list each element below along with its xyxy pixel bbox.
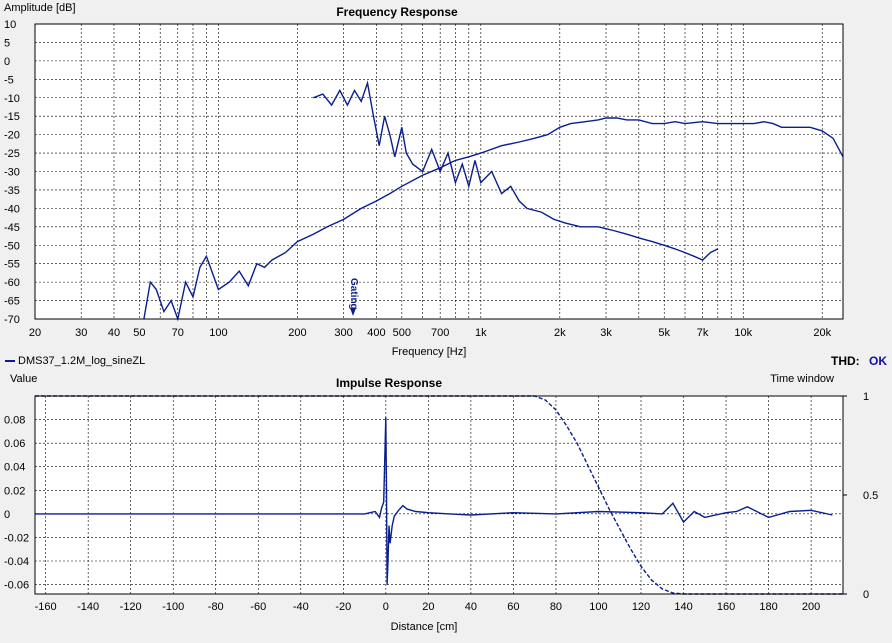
fr-y-tick-label: -70 <box>4 314 20 326</box>
ir-y-tick-label: 0 <box>4 509 10 521</box>
ir-x-tick-label: -60 <box>250 601 266 613</box>
ir-y-tick-label: -0.04 <box>4 556 29 568</box>
legend-item[interactable]: DMS37_1.2M_log_sineZL <box>5 355 145 367</box>
frequency-response-x-label: Frequency [Hz] <box>392 346 467 358</box>
impulse-response-y-label: Value <box>10 373 37 385</box>
ir-time-window-line <box>35 395 843 595</box>
ir-x-tick-label: 20 <box>422 601 434 613</box>
thd-label: THD: <box>830 354 860 368</box>
ir-x-tick-label: -100 <box>162 601 184 613</box>
fr-x-tick-label: 20 <box>29 327 41 339</box>
ir-x-tick-label: 40 <box>465 601 477 613</box>
ir-x-tick-label: -160 <box>35 601 57 613</box>
ir-x-tick-label: 0 <box>383 601 389 613</box>
fr-x-tick-label: 2k <box>554 327 566 339</box>
fr-x-tick-label: 1k <box>475 327 487 339</box>
fr-y-tick-label: -55 <box>4 259 20 271</box>
fr-x-tick-label: 7k <box>697 327 709 339</box>
fr-y-tick-label: -65 <box>4 296 20 308</box>
ir-y-tick-label: 0.08 <box>4 415 25 427</box>
fr-x-tick-label: 500 <box>393 327 411 339</box>
fr-x-tick-label: 10k <box>734 327 752 339</box>
thd-status: THD: OK <box>831 354 887 368</box>
frequency-response-chart: 1050-5-10-15-20-25-30-35-40-45-50-55-60-… <box>4 2 844 358</box>
ir-y-tick-label: 0.04 <box>4 462 25 474</box>
impulse-response-plot-area <box>35 396 843 594</box>
ir-impulse-line <box>35 417 833 585</box>
fr-y-tick-label: -40 <box>4 203 20 215</box>
fr-y-tick-label: -10 <box>4 93 20 105</box>
fr-x-tick-label: 40 <box>108 327 120 339</box>
frequency-response-plot-frame <box>34 23 844 320</box>
ir-y2-tick-label: 0.5 <box>863 490 878 502</box>
fr-x-tick-label: 100 <box>209 327 227 339</box>
frequency-response-curves <box>143 80 844 322</box>
fr-x-tick-label: 20k <box>813 327 831 339</box>
impulse-response-y2-label: Time window <box>770 373 834 385</box>
legend-series-label: DMS37_1.2M_log_sineZL <box>18 355 146 367</box>
fr-x-tick-label: 300 <box>334 327 352 339</box>
fr-x-tick-label: 3k <box>600 327 612 339</box>
fr-y-tick-label: -5 <box>4 74 14 86</box>
ir-x-tick-label: 200 <box>802 601 820 613</box>
gating-marker: Gating <box>348 278 359 316</box>
ir-x-tick-label: -140 <box>77 601 99 613</box>
ir-x-tick-label: 80 <box>550 601 562 613</box>
frequency-response-y-ticks: 10 5 0 -5 -10 -15 -20 -25 -30 -35 -40 -45 -50 -55 -60 -… <box>4 19 20 326</box>
fr-x-tick-label: 30 <box>75 327 87 339</box>
ir-y-tick-label: 0.06 <box>4 438 25 450</box>
legend-swatch <box>5 360 15 363</box>
fr-x-tick-label: 700 <box>431 327 449 339</box>
ir-x-tick-label: -120 <box>120 601 142 613</box>
ir-x-tick-label: 100 <box>589 601 607 613</box>
impulse-response-x-ticks: -160 -140 -120 -100 -80 -60 -40 -20 0 20 40 60 80 100… <box>35 601 821 613</box>
ir-x-tick-label: -40 <box>293 601 309 613</box>
fr-y-tick-label: 10 <box>4 19 16 31</box>
fr-y-tick-label: -60 <box>4 277 20 289</box>
fr-series-line-2 <box>313 80 719 261</box>
fr-y-tick-label: -35 <box>4 185 20 197</box>
gating-label: Gating <box>348 278 359 310</box>
fr-y-tick-label: -15 <box>4 111 20 123</box>
fr-y-tick-label: -45 <box>4 222 20 234</box>
ir-x-tick-label: 120 <box>632 601 650 613</box>
frequency-response-x-ticks: 20 30 40 50 70 100 200 300 400 500 700 1k 2k 3k 5k 7k 10… <box>29 327 832 339</box>
impulse-response-curves <box>35 395 843 595</box>
ir-y2-tick-label: 0 <box>863 589 869 601</box>
fr-x-tick-label: 50 <box>133 327 145 339</box>
impulse-response-grid <box>35 396 843 594</box>
ir-x-tick-label: -80 <box>208 601 224 613</box>
impulse-response-y2-ticks: 10.50 <box>843 391 878 601</box>
ir-x-tick-label: 60 <box>507 601 519 613</box>
impulse-response-title: Impulse Response <box>336 376 442 390</box>
ir-y-tick-label: -0.06 <box>4 580 29 592</box>
fr-y-tick-label: -30 <box>4 167 20 179</box>
ir-x-tick-label: 160 <box>717 601 735 613</box>
ir-y-tick-label: 0.02 <box>4 485 25 497</box>
fr-series-line <box>143 117 844 322</box>
fr-y-tick-label: -25 <box>4 148 20 160</box>
ir-x-tick-label: -20 <box>335 601 351 613</box>
frequency-response-title: Frequency Response <box>336 5 458 19</box>
fr-x-tick-label: 200 <box>288 327 306 339</box>
thd-value: OK <box>869 354 887 368</box>
ir-y-tick-label: -0.02 <box>4 532 29 544</box>
fr-x-tick-label: 70 <box>172 327 184 339</box>
ir-x-tick-label: 180 <box>759 601 777 613</box>
impulse-response-x-label: Distance [cm] <box>391 621 458 633</box>
fr-y-tick-label: -50 <box>4 240 20 252</box>
ir-x-tick-label: 140 <box>674 601 692 613</box>
impulse-response-y-ticks: 0.08 0.06 0.04 0.02 0 -0.02 -0.04 -0.06 <box>4 415 29 592</box>
frequency-response-y-label: Amplitude [dB] <box>4 2 76 14</box>
fr-y-tick-label: 0 <box>4 56 10 68</box>
fr-x-tick-label: 5k <box>658 327 670 339</box>
fr-y-tick-label: -20 <box>4 130 20 142</box>
fr-x-tick-label: 400 <box>367 327 385 339</box>
fr-y-tick-label: 5 <box>4 37 10 49</box>
ir-y2-tick-label: 1 <box>863 391 869 403</box>
impulse-response-chart: 0.080.060.040.020-0.02-0.04-0.06 10.50 -… <box>4 373 878 633</box>
